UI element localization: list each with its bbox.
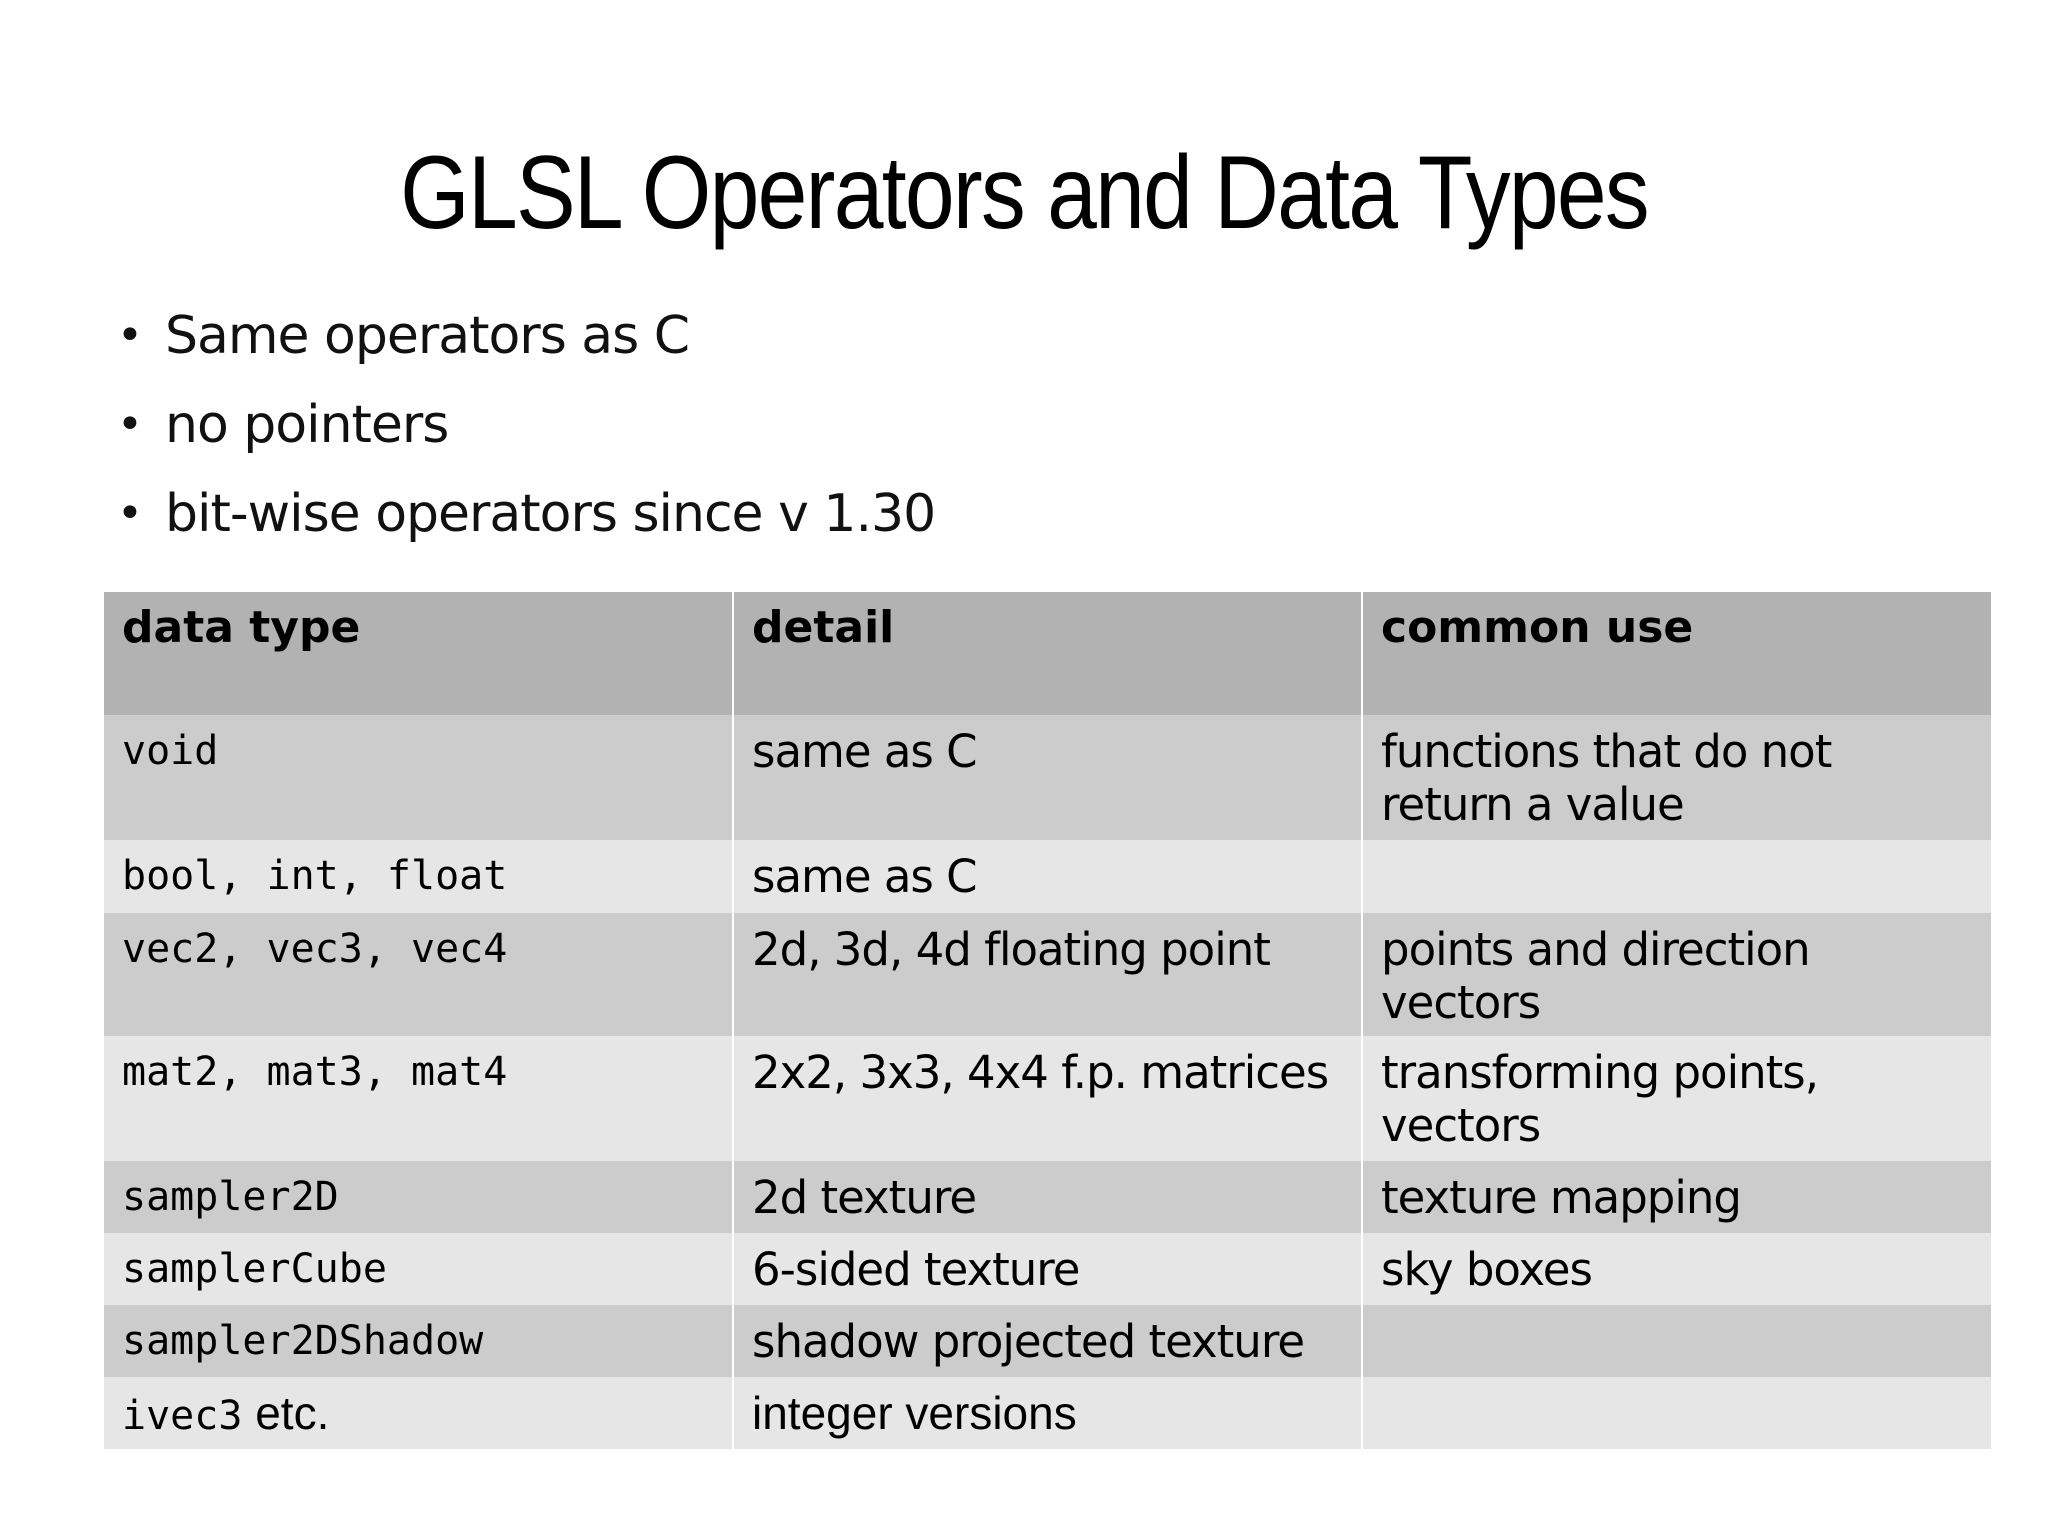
cell-common-use: functions that do not return a value — [1362, 715, 1993, 840]
cell-common-use — [1362, 840, 1993, 913]
cell-detail: same as C — [733, 840, 1363, 913]
bullet-list: • Same operators as C • no pointers • bi… — [115, 300, 936, 567]
cell-detail: 6-sided texture — [733, 1233, 1363, 1305]
table-row: void same as C functions that do not ret… — [104, 715, 1993, 840]
cell-data-type: mat2, mat3, mat4 — [104, 1036, 734, 1161]
cell-data-type: sampler2D — [104, 1161, 734, 1233]
cell-detail: integer versions — [733, 1377, 1363, 1449]
cell-detail: 2d texture — [733, 1161, 1363, 1233]
bullet-text: bit-wise operators since v 1.30 — [165, 484, 936, 544]
table-header-row: data type detail common use — [104, 592, 1993, 715]
bullet-item: • bit-wise operators since v 1.30 — [115, 478, 936, 567]
table-row: bool, int, float same as C — [104, 840, 1993, 913]
slide-title: GLSL Operators and Data Types — [400, 135, 1649, 251]
cell-detail: 2d, 3d, 4d floating point — [733, 913, 1363, 1036]
bullet-item: • no pointers — [115, 389, 935, 478]
bullet-dot-icon: • — [117, 310, 143, 361]
cell-common-use: texture mapping — [1362, 1161, 1993, 1233]
cell-common-use — [1362, 1377, 1993, 1449]
cell-detail: same as C — [733, 715, 1363, 840]
cell-data-type: void — [104, 715, 734, 840]
cell-data-type-suffix: etc. — [242, 1387, 330, 1439]
column-header-detail: detail — [733, 592, 1363, 715]
table-row: ivec3 etc. integer versions — [104, 1377, 1993, 1449]
table-row: samplerCube 6-sided texture sky boxes — [104, 1233, 1993, 1305]
table-row: vec2, vec3, vec4 2d, 3d, 4d floating poi… — [104, 913, 1993, 1036]
column-header-common-use: common use — [1362, 592, 1993, 715]
data-types-table: data type detail common use void same as… — [104, 592, 1993, 1449]
table-row: mat2, mat3, mat4 2x2, 3x3, 4x4 f.p. matr… — [104, 1036, 1993, 1161]
cell-common-use — [1362, 1305, 1993, 1377]
cell-data-type: samplerCube — [104, 1233, 734, 1305]
bullet-item: • Same operators as C — [115, 300, 935, 389]
table-row: sampler2DShadow shadow projected texture — [104, 1305, 1993, 1377]
table-row: sampler2D 2d texture texture mapping — [104, 1161, 1993, 1233]
column-header-data-type: data type — [104, 592, 734, 715]
cell-data-type-code: ivec3 — [122, 1393, 243, 1439]
cell-data-type: ivec3 etc. — [104, 1377, 734, 1449]
bullet-text: no pointers — [165, 395, 449, 455]
cell-detail: 2x2, 3x3, 4x4 f.p. matrices — [733, 1036, 1363, 1161]
bullet-dot-icon: • — [117, 488, 143, 539]
bullet-dot-icon: • — [117, 399, 143, 450]
cell-data-type: vec2, vec3, vec4 — [104, 913, 734, 1036]
cell-data-type: sampler2DShadow — [104, 1305, 734, 1377]
cell-data-type: bool, int, float — [104, 840, 734, 913]
cell-common-use: points and direction vectors — [1362, 913, 1993, 1036]
bullet-text: Same operators as C — [165, 306, 690, 366]
cell-detail: shadow projected texture — [733, 1305, 1363, 1377]
cell-common-use: transforming points, vectors — [1362, 1036, 1993, 1161]
cell-common-use: sky boxes — [1362, 1233, 1993, 1305]
